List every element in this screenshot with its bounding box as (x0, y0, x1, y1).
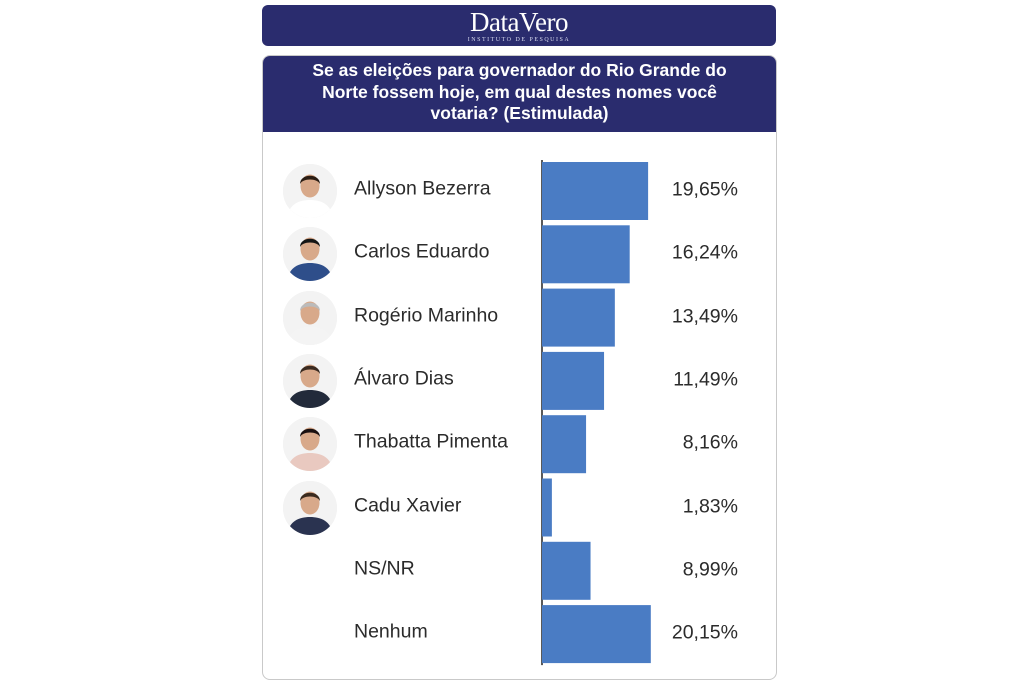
avatar (283, 353, 337, 408)
bar (542, 225, 630, 284)
chart-title: Se as eleições para governador do Rio Gr… (263, 56, 776, 132)
bar (542, 605, 651, 664)
bar (542, 478, 552, 537)
avatar (283, 480, 337, 535)
bar (542, 541, 591, 600)
category-label: Allyson Bezerra (354, 177, 491, 200)
data-label: 19,65% (671, 178, 738, 201)
category-label: Cadu Xavier (354, 494, 462, 516)
data-label: 1,83% (682, 495, 738, 517)
data-label: 8,16% (682, 431, 738, 454)
bar (542, 415, 587, 474)
category-label: Nenhum (354, 620, 428, 643)
avatar (283, 164, 337, 218)
avatar (283, 227, 337, 282)
data-label: 13,49% (671, 305, 738, 328)
brand-header: DataVero INSTITUTO DE PESQUISA (262, 5, 776, 46)
bar-chart (541, 160, 651, 666)
brand-tagline: INSTITUTO DE PESQUISA (467, 36, 571, 43)
bar (542, 288, 615, 347)
category-label: Rogério Marinho (354, 304, 499, 327)
bar (542, 351, 605, 410)
bar (542, 162, 649, 220)
data-label: 11,49% (673, 368, 738, 391)
brand-logo: DataVero (470, 6, 568, 37)
data-label: 8,99% (682, 558, 738, 581)
category-label: Thabatta Pimenta (354, 430, 508, 453)
category-label: Álvaro Dias (354, 367, 454, 390)
category-label: Carlos Eduardo (354, 240, 490, 263)
category-label: NS/NR (354, 557, 415, 580)
poll-card: Se as eleições para governador do Rio Gr… (262, 55, 777, 680)
avatar (283, 290, 337, 345)
avatar (283, 417, 337, 472)
data-label: 16,24% (671, 241, 738, 264)
data-label: 20,15% (671, 621, 738, 644)
